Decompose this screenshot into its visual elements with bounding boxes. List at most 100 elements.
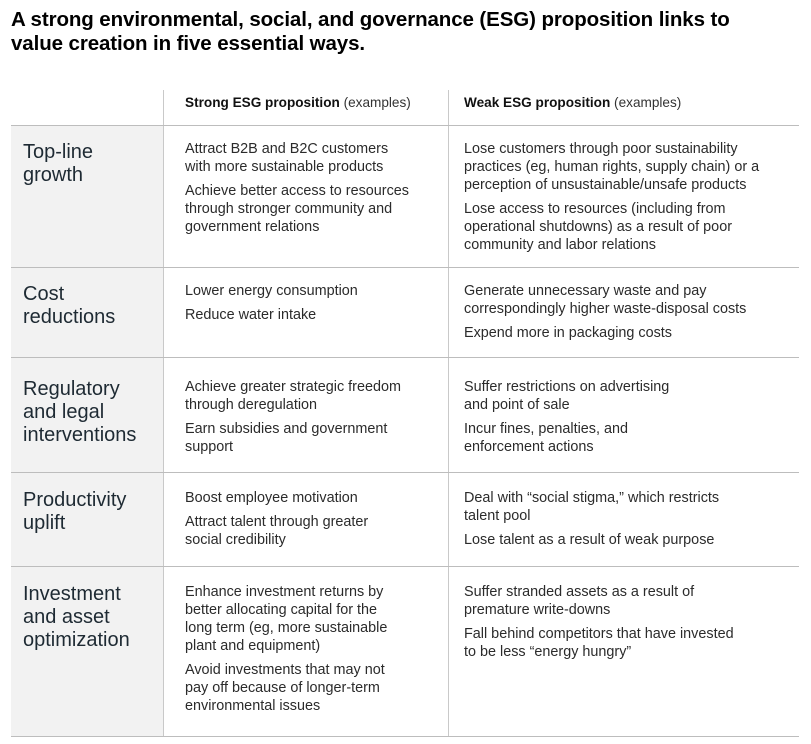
title-line-1: A strong environmental, social, and gove…	[11, 8, 730, 31]
row-label-background	[11, 473, 163, 566]
strong-item: Avoid investments that may not pay off b…	[185, 661, 387, 715]
row-label-line: Investment	[23, 583, 121, 605]
title-line-2: value creation in five essential ways.	[11, 32, 365, 55]
column-header-weak: Weak ESG proposition (examples)	[464, 94, 681, 111]
row-divider	[11, 125, 799, 126]
weak-item-line: perception of unsustainable/unsafe produ…	[464, 177, 747, 193]
column-divider	[163, 90, 164, 737]
strong-item-line: Lower energy consumption	[185, 283, 358, 299]
strong-cell-regulatory-and-legal-interventions: Achieve greater strategic freedom throug…	[185, 378, 401, 462]
strong-item: Enhance investment returns by better all…	[185, 583, 387, 655]
strong-cell-investment-and-asset-optimization: Enhance investment returns by better all…	[185, 583, 387, 721]
weak-item-line: and point of sale	[464, 397, 570, 413]
row-divider	[11, 472, 799, 473]
row-divider	[11, 357, 799, 358]
strong-item: Achieve greater strategic freedom throug…	[185, 378, 401, 414]
weak-cell-productivity-uplift: Deal with “social stigma,” which restric…	[464, 489, 719, 555]
row-label-line: and legal	[23, 401, 105, 423]
strong-item-line: environmental issues	[185, 698, 321, 714]
row-label-line: uplift	[23, 512, 66, 534]
weak-item-line: Expend more in packaging costs	[464, 325, 672, 341]
weak-item-line: premature write-downs	[464, 602, 611, 618]
strong-item-line: with more sustainable products	[185, 159, 384, 175]
weak-item: Suffer stranded assets as a result of pr…	[464, 583, 734, 619]
strong-item: Achieve better access to resources throu…	[185, 182, 409, 236]
page-title: A strong environmental, social, and gove…	[11, 8, 801, 56]
weak-item: Lose customers through poor sustainabili…	[464, 140, 759, 194]
weak-item-line: Suffer stranded assets as a result of	[464, 584, 695, 600]
column-divider	[448, 90, 449, 737]
strong-item-line: Achieve better access to resources	[185, 183, 409, 199]
weak-item: Expend more in packaging costs	[464, 324, 746, 342]
strong-item-line: Reduce water intake	[185, 307, 317, 323]
row-label-line: and asset	[23, 606, 110, 628]
strong-item-line: support	[185, 439, 233, 455]
strong-item: Boost employee motivation	[185, 489, 368, 507]
strong-item-line: Achieve greater strategic freedom	[185, 379, 401, 395]
weak-item-line: correspondingly higher waste-disposal co…	[464, 301, 747, 317]
weak-item-line: to be less “energy hungry”	[464, 644, 632, 660]
strong-cell-productivity-uplift: Boost employee motivation Attract talent…	[185, 489, 368, 555]
column-header-strong-suffix: (examples)	[339, 95, 411, 110]
strong-item-line: Avoid investments that may not	[185, 662, 385, 678]
row-label-line: Cost	[23, 283, 65, 305]
weak-item-line: Incur fines, penalties, and	[464, 421, 628, 437]
weak-item: Lose access to resources (including from…	[464, 200, 759, 254]
weak-item-line: talent pool	[464, 508, 531, 524]
weak-cell-investment-and-asset-optimization: Suffer stranded assets as a result of pr…	[464, 583, 734, 667]
strong-item: Earn subsidies and government support	[185, 420, 401, 456]
row-label-background	[11, 126, 163, 267]
strong-item-line: Attract B2B and B2C customers	[185, 141, 389, 157]
row-label-line: Regulatory	[23, 378, 120, 400]
weak-item-line: enforcement actions	[464, 439, 594, 455]
strong-cell-top-line-growth: Attract B2B and B2C customers with more …	[185, 140, 409, 242]
strong-item-line: plant and equipment)	[185, 638, 321, 654]
weak-cell-cost-reductions: Generate unnecessary waste and pay corre…	[464, 282, 746, 348]
weak-item-line: operational shutdowns) as a result of po…	[464, 219, 732, 235]
row-label-cost-reductions: Cost reductions	[23, 283, 115, 329]
row-label-productivity-uplift: Productivity uplift	[23, 489, 126, 535]
weak-cell-regulatory-and-legal-interventions: Suffer restrictions on advertising and p…	[464, 378, 669, 462]
row-label-line: Top-line	[23, 141, 94, 163]
strong-item-line: better allocating capital for the	[185, 602, 377, 618]
weak-item: Deal with “social stigma,” which restric…	[464, 489, 719, 525]
weak-item: Incur fines, penalties, and enforcement …	[464, 420, 669, 456]
column-header-strong-label: Strong ESG proposition	[185, 95, 340, 110]
weak-item-line: Lose talent as a result of weak purpose	[464, 532, 715, 548]
row-label-background	[11, 358, 163, 472]
row-label-line: optimization	[23, 629, 130, 651]
row-label-background	[11, 567, 163, 737]
weak-item-line: Deal with “social stigma,” which restric…	[464, 490, 720, 506]
strong-item-line: through stronger community and	[185, 201, 393, 217]
strong-item-line: Enhance investment returns by	[185, 584, 384, 600]
strong-item: Attract talent through greater social cr…	[185, 513, 368, 549]
row-label-regulatory-and-legal-interventions: Regulatory and legal interventions	[23, 378, 136, 447]
strong-item-line: Attract talent through greater	[185, 514, 369, 530]
row-divider	[11, 736, 799, 737]
strong-item-line: government relations	[185, 219, 320, 235]
weak-item-line: practices (eg, human rights, supply chai…	[464, 159, 760, 175]
strong-item-line: through deregulation	[185, 397, 318, 413]
weak-item-line: Fall behind competitors that have invest…	[464, 626, 734, 642]
row-label-line: growth	[23, 164, 84, 186]
strong-item-line: pay off because of longer-term	[185, 680, 380, 696]
weak-item-line: Generate unnecessary waste and pay	[464, 283, 707, 299]
strong-item: Lower energy consumption	[185, 282, 358, 300]
strong-item-line: long term (eg, more sustainable	[185, 620, 388, 636]
strong-item-line: social credibility	[185, 532, 286, 548]
strong-item-line: Earn subsidies and government	[185, 421, 388, 437]
weak-item: Generate unnecessary waste and pay corre…	[464, 282, 746, 318]
column-header-weak-suffix: (examples)	[610, 95, 682, 110]
weak-cell-top-line-growth: Lose customers through poor sustainabili…	[464, 140, 759, 260]
weak-item: Lose talent as a result of weak purpose	[464, 531, 719, 549]
strong-item: Attract B2B and B2C customers with more …	[185, 140, 409, 176]
row-label-line: reductions	[23, 306, 116, 328]
weak-item-line: Lose access to resources (including from	[464, 201, 726, 217]
column-header-weak-label: Weak ESG proposition	[464, 95, 611, 110]
row-label-line: interventions	[23, 424, 137, 446]
row-label-top-line-growth: Top-line growth	[23, 141, 93, 187]
row-divider	[11, 267, 799, 268]
row-divider	[11, 566, 799, 567]
row-label-investment-and-asset-optimization: Investment and asset optimization	[23, 583, 130, 652]
weak-item-line: Suffer restrictions on advertising	[464, 379, 670, 395]
